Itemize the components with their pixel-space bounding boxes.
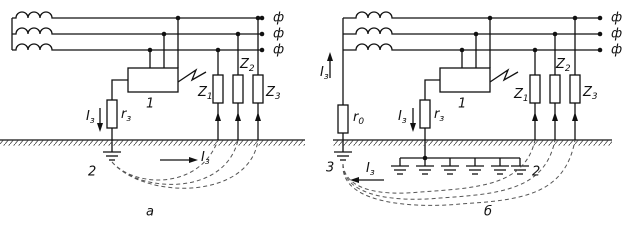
phase-label: ф xyxy=(611,11,622,26)
label-main: I xyxy=(201,150,205,165)
arrow xyxy=(189,157,198,163)
label-sub: 1 xyxy=(207,92,213,102)
label-sub: 3 xyxy=(592,92,598,102)
label-sub: з xyxy=(324,72,329,82)
phase-label: ф xyxy=(273,11,284,26)
panel-b: ф ф ф Z1 Z2 Z3 Iз Iз Iз r0 rз 1 3 2 б xyxy=(320,11,622,220)
label-main: r xyxy=(434,107,441,122)
current-label: Iз xyxy=(366,161,375,178)
panel-a: ф ф ф Z1 Z2 Z3 Iз Iз rз 1 2 а xyxy=(0,11,305,220)
ground-label: 3 xyxy=(326,161,334,176)
label-sub: 2 xyxy=(565,64,571,74)
schematic: ф ф ф Z1 Z2 Z3 Iз Iз rз 1 2 а ф ф ф Z1 Z… xyxy=(0,11,622,220)
ground-electrode xyxy=(415,165,435,175)
load-z3 xyxy=(252,74,264,104)
arrow xyxy=(532,112,538,121)
phase-label: ф xyxy=(273,27,284,42)
arrow xyxy=(350,177,359,183)
load-label: Z2 xyxy=(555,57,571,74)
ground-electrode xyxy=(333,151,353,161)
label-main: Z xyxy=(197,85,208,100)
label-main: Z xyxy=(239,57,250,72)
earth-hatch xyxy=(333,140,612,146)
load-label: Z1 xyxy=(513,87,529,104)
load-z3 xyxy=(569,74,581,104)
equipment-wires xyxy=(424,18,491,158)
label-main: I xyxy=(320,65,324,80)
equipment-wires xyxy=(111,18,179,152)
label-main: Z xyxy=(513,87,524,102)
fault-zigzag xyxy=(177,68,207,83)
load-z2 xyxy=(549,74,561,104)
phase-label: ф xyxy=(611,27,622,42)
arrow xyxy=(235,112,241,121)
resistor-rz xyxy=(419,99,431,129)
label-main: Z xyxy=(582,85,593,100)
ground-label: 2 xyxy=(532,165,540,180)
label-sub: 1 xyxy=(523,94,529,104)
label-sub: з xyxy=(205,157,210,167)
resistor-label: r0 xyxy=(353,110,364,127)
load-label: Z3 xyxy=(265,85,281,102)
ground-label: 2 xyxy=(88,165,96,180)
arrow xyxy=(215,112,221,121)
label-main: Z xyxy=(555,57,566,72)
arrow xyxy=(327,52,333,61)
fault-zigzag xyxy=(489,68,519,83)
label-sub: 3 xyxy=(275,92,281,102)
resistor-rz xyxy=(106,99,118,129)
current-label: Iз xyxy=(398,109,407,126)
ground-grid xyxy=(399,157,521,166)
arrow xyxy=(255,112,261,121)
resistor-label: rз xyxy=(121,107,131,124)
equipment xyxy=(127,67,179,93)
label-main: r xyxy=(353,110,360,125)
caption: б xyxy=(484,205,492,220)
caption: а xyxy=(146,205,154,220)
label-sub: з xyxy=(126,114,131,124)
arrow xyxy=(572,112,578,121)
label-main: r xyxy=(121,107,128,122)
ground-electrode xyxy=(440,165,460,175)
equipment-label: 1 xyxy=(146,97,154,112)
resistor-label: rз xyxy=(434,107,444,124)
label-main: I xyxy=(398,109,402,124)
ground-electrode xyxy=(510,165,530,175)
phase-label: ф xyxy=(273,43,284,58)
load-z1 xyxy=(529,74,541,104)
label-main: Z xyxy=(265,85,276,100)
current-paths xyxy=(111,139,259,189)
arrow xyxy=(552,112,558,121)
ground-electrode xyxy=(490,165,510,175)
load-label: Z3 xyxy=(582,85,598,102)
label-sub: 0 xyxy=(358,117,364,127)
label-sub: 2 xyxy=(249,64,255,74)
label-sub: з xyxy=(370,168,375,178)
arrow xyxy=(410,123,416,132)
label-sub: з xyxy=(402,116,407,126)
phase-lines xyxy=(11,11,262,51)
current-label: Iз xyxy=(201,150,210,167)
arrow xyxy=(97,123,103,132)
load-label: Z1 xyxy=(197,85,213,102)
phase-label: ф xyxy=(611,43,622,58)
load-label: Z2 xyxy=(239,57,255,74)
current-label: Iз xyxy=(320,65,329,82)
label-main: I xyxy=(86,109,90,124)
earth-hatch xyxy=(0,140,305,146)
resistor-r0 xyxy=(337,104,349,134)
label-sub: з xyxy=(90,116,95,126)
equipment-label: 1 xyxy=(458,97,466,112)
label-main: I xyxy=(366,161,370,176)
load-z2 xyxy=(232,74,244,104)
phase-lines xyxy=(342,11,600,105)
load-z1 xyxy=(212,74,224,104)
ground-electrode xyxy=(465,165,485,175)
equipment xyxy=(439,67,491,93)
label-sub: з xyxy=(439,114,444,124)
current-paths xyxy=(342,139,576,206)
ground-electrode xyxy=(102,151,122,161)
ground-electrode xyxy=(390,165,410,175)
current-label: Iз xyxy=(86,109,95,126)
